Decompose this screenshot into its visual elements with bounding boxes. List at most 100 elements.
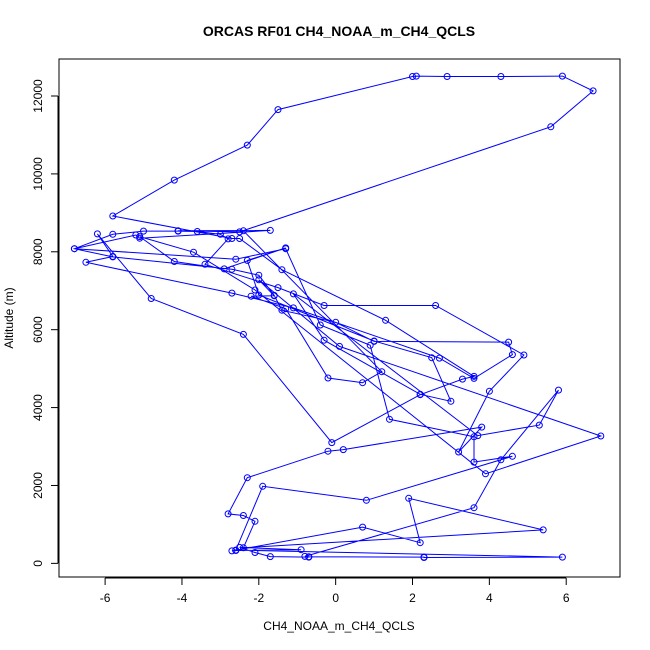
y-tick-label: 6000 bbox=[31, 316, 45, 343]
data-point bbox=[324, 374, 332, 382]
data-point bbox=[359, 379, 367, 387]
data-point bbox=[412, 72, 420, 80]
data-point bbox=[332, 318, 340, 326]
data-point bbox=[547, 123, 555, 131]
data-point bbox=[255, 276, 263, 284]
y-axis-label: Altitude (m) bbox=[2, 287, 16, 348]
data-point bbox=[370, 337, 378, 345]
data-point bbox=[251, 286, 259, 294]
data-point bbox=[305, 553, 313, 561]
data-point bbox=[228, 289, 236, 297]
data-point bbox=[328, 439, 336, 447]
data-point bbox=[470, 374, 478, 382]
data-point bbox=[428, 354, 436, 362]
data-point bbox=[93, 230, 101, 238]
data-point bbox=[316, 321, 324, 329]
data-point bbox=[420, 553, 428, 561]
data-point bbox=[232, 546, 240, 554]
data-point bbox=[278, 266, 286, 274]
data-point bbox=[386, 415, 393, 423]
data-point bbox=[382, 316, 390, 324]
data-point bbox=[282, 305, 290, 313]
data-point bbox=[432, 302, 440, 309]
data-point bbox=[140, 227, 147, 235]
plot-area-frame bbox=[58, 58, 621, 578]
data-point bbox=[274, 284, 282, 292]
data-point bbox=[193, 228, 201, 235]
data-point bbox=[455, 448, 463, 456]
data-point bbox=[497, 456, 505, 464]
x-axis: -6 -4 -2 0 2 4 6 bbox=[100, 577, 570, 605]
x-tick-label: -4 bbox=[177, 591, 188, 605]
x-tick-label: 6 bbox=[563, 591, 570, 605]
data-point bbox=[289, 290, 297, 298]
data-point bbox=[247, 292, 255, 300]
y-tick-label: 4000 bbox=[31, 394, 45, 421]
data-point bbox=[239, 512, 247, 519]
data-point bbox=[505, 338, 513, 346]
x-tick-label: 4 bbox=[486, 591, 493, 605]
data-point bbox=[324, 447, 332, 455]
data-point bbox=[443, 73, 451, 80]
data-point bbox=[270, 292, 278, 300]
y-tick-label: 0 bbox=[31, 560, 45, 567]
data-point bbox=[366, 341, 374, 349]
data-point bbox=[251, 517, 259, 525]
data-point bbox=[459, 375, 466, 383]
data-point bbox=[497, 73, 505, 80]
data-point bbox=[274, 106, 282, 114]
data-point bbox=[266, 226, 274, 234]
y-tick-label: 10000 bbox=[31, 157, 45, 191]
y-tick-label: 2000 bbox=[31, 472, 45, 499]
data-point bbox=[228, 547, 236, 555]
x-axis-label: CH4_NOAA_m_CH4_QCLS bbox=[263, 619, 414, 633]
data-point bbox=[136, 233, 144, 241]
data-point bbox=[470, 504, 478, 512]
data-point bbox=[555, 386, 562, 394]
data-point bbox=[190, 248, 197, 256]
chart-title: ORCAS RF01 CH4_NOAA_m_CH4_QCLS bbox=[203, 23, 475, 39]
data-point bbox=[228, 265, 236, 273]
data-point bbox=[520, 351, 528, 359]
data-point bbox=[416, 539, 424, 547]
data-point bbox=[320, 336, 328, 344]
data-point bbox=[320, 302, 328, 309]
x-tick-label: 2 bbox=[409, 591, 416, 605]
series-line bbox=[72, 75, 603, 559]
data-point bbox=[589, 87, 597, 95]
data-point bbox=[508, 351, 516, 359]
data-point bbox=[239, 227, 247, 235]
x-tick-label: -6 bbox=[100, 591, 111, 605]
data-point bbox=[447, 397, 455, 405]
data-point bbox=[508, 452, 516, 460]
data-point bbox=[216, 230, 224, 238]
data-point bbox=[236, 228, 244, 236]
data-point bbox=[243, 474, 251, 482]
data-point bbox=[109, 230, 117, 238]
data-point bbox=[243, 141, 251, 149]
data-point bbox=[239, 330, 247, 338]
y-tick-label: 12000 bbox=[31, 79, 45, 113]
data-point bbox=[70, 245, 78, 253]
data-point bbox=[535, 421, 543, 429]
data-point bbox=[170, 176, 178, 184]
data-point bbox=[339, 446, 347, 454]
data-point bbox=[82, 258, 90, 266]
data-point bbox=[224, 235, 232, 243]
data-point bbox=[289, 304, 297, 312]
data-point bbox=[470, 372, 478, 380]
data-point bbox=[359, 523, 367, 531]
data-point bbox=[474, 432, 482, 440]
data-point bbox=[378, 368, 386, 376]
data-point bbox=[470, 433, 478, 441]
data-point bbox=[301, 552, 309, 560]
data-point bbox=[416, 390, 424, 398]
data-point bbox=[251, 549, 259, 556]
data-point bbox=[255, 271, 263, 279]
data-point bbox=[170, 258, 178, 265]
data-point bbox=[435, 354, 443, 362]
data-point bbox=[239, 544, 247, 552]
data-point bbox=[232, 255, 240, 263]
